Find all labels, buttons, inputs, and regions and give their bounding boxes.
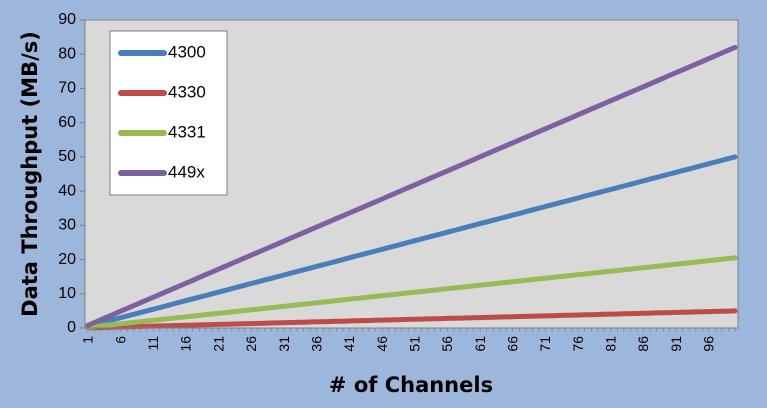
x-axis-title: # of Channels — [329, 373, 493, 397]
x-tick-label: 91 — [668, 336, 684, 352]
legend: 4300 4330 4331 449x — [109, 30, 228, 196]
series-line-4330 — [85, 308, 738, 331]
y-tick-label: 80 — [58, 45, 76, 62]
x-tick-label: 11 — [145, 336, 161, 351]
x-tick-label: 41 — [341, 336, 357, 352]
x-tick-label: 56 — [439, 336, 455, 352]
x-tick-label: 1 — [80, 336, 96, 344]
series-line-4331 — [85, 255, 738, 330]
x-tick-label: 36 — [308, 336, 324, 352]
x-tick-label: 66 — [505, 336, 521, 352]
legend-box — [109, 30, 228, 196]
legend-label-4330: 4330 — [168, 82, 206, 101]
y-tick-label: 30 — [58, 217, 76, 234]
y-tick-label: 10 — [58, 285, 76, 302]
y-tick-label: 40 — [58, 182, 76, 199]
x-tick-label: 46 — [374, 336, 390, 352]
x-tick-label: 76 — [570, 336, 586, 352]
series-line-449x — [85, 44, 738, 328]
x-ticks: 1 6 11 16 21 26 31 36 41 46 51 56 61 66 71 76 81 86 91 96 — [80, 328, 736, 352]
y-tick-label: 20 — [58, 251, 76, 268]
legend-label-4300: 4300 — [168, 42, 206, 61]
y-tick-label: 90 — [58, 11, 76, 28]
x-tick-label: 86 — [635, 336, 651, 352]
series-layer — [85, 44, 738, 331]
x-tick-label: 81 — [603, 336, 619, 352]
legend-label-4331: 4331 — [168, 122, 206, 141]
x-tick-label: 26 — [243, 336, 259, 352]
x-tick-label: 31 — [276, 336, 292, 352]
series-line-4300 — [85, 154, 738, 329]
legend-label-449x: 449x — [168, 162, 205, 181]
x-tick-label: 6 — [112, 336, 128, 344]
y-tick-label: 0 — [67, 319, 76, 336]
x-tick-label: 16 — [178, 336, 194, 352]
x-tick-label: 96 — [701, 336, 717, 352]
y-tick-label: 50 — [58, 148, 76, 165]
x-tick-label: 21 — [210, 336, 226, 352]
y-tick-label: 60 — [58, 114, 76, 131]
y-ticks: 0 10 20 30 40 50 60 70 80 90 — [58, 11, 85, 336]
y-tick-label: 70 — [58, 80, 76, 97]
x-tick-label: 61 — [472, 336, 488, 352]
x-tick-label: 51 — [406, 336, 422, 352]
y-axis-title: Data Throughput (MB/s) — [18, 31, 42, 317]
x-tick-label: 71 — [537, 336, 553, 352]
